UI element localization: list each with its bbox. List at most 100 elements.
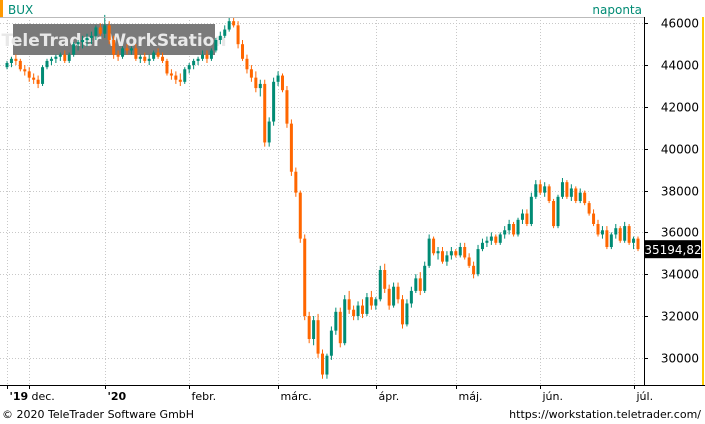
- candle-body: [67, 54, 71, 61]
- candle: [392, 282, 396, 308]
- candle-body: [289, 123, 293, 172]
- candle-body: [556, 196, 560, 227]
- candle-body: [63, 54, 67, 61]
- candle-body: [23, 69, 27, 72]
- last-price-box: 35194,82: [644, 240, 702, 259]
- candle: [507, 219, 511, 235]
- candle-body: [494, 236, 498, 243]
- candle: [445, 251, 449, 266]
- candle-body: [201, 54, 205, 59]
- interval-label[interactable]: naponta: [592, 3, 642, 17]
- candle-body: [241, 44, 245, 59]
- candle: [258, 79, 262, 97]
- candle: [512, 221, 516, 237]
- candle: [32, 73, 36, 84]
- x-tick-label: márc.: [281, 390, 312, 403]
- candle: [463, 242, 467, 260]
- y-tick-label: 42000: [661, 101, 699, 115]
- candle: [503, 226, 507, 239]
- candle: [458, 242, 462, 258]
- candle: [396, 282, 400, 304]
- candle-body: [632, 238, 636, 243]
- candle: [23, 65, 27, 76]
- source-url-link[interactable]: https://workstation.teletrader.com/: [509, 408, 701, 421]
- candle: [45, 58, 49, 70]
- candle: [58, 52, 62, 61]
- candle-body: [618, 228, 622, 241]
- candle: [578, 188, 582, 204]
- candle-body: [467, 257, 471, 266]
- y-tick-label: 30000: [661, 352, 699, 366]
- candle-body: [516, 219, 520, 235]
- candle: [14, 54, 18, 66]
- candle: [249, 65, 253, 82]
- candle-body: [347, 299, 351, 310]
- candle-body: [587, 203, 591, 214]
- candle: [334, 307, 338, 335]
- candle: [178, 73, 182, 86]
- candle: [245, 54, 249, 74]
- candle-body: [476, 249, 480, 275]
- candle-body: [254, 77, 258, 89]
- candle-body: [369, 297, 373, 306]
- candle: [374, 297, 378, 310]
- candle: [267, 117, 271, 147]
- candle: [369, 290, 373, 310]
- candle-body: [409, 290, 413, 304]
- candle: [289, 119, 293, 176]
- candle-body: [440, 251, 444, 262]
- candle-body: [227, 21, 231, 30]
- candle-body: [49, 58, 53, 61]
- candle-body: [583, 192, 587, 204]
- candle: [583, 190, 587, 206]
- candle: [414, 274, 418, 293]
- candle: [81, 35, 85, 49]
- candle-body: [520, 213, 524, 220]
- candle-body: [103, 25, 107, 34]
- candle-body: [565, 182, 569, 197]
- candle-body: [14, 58, 18, 61]
- candle-body: [552, 201, 556, 227]
- candle: [614, 224, 618, 239]
- candle: [609, 232, 613, 250]
- candle-body: [378, 270, 382, 300]
- x-tick-label: '19: [10, 390, 29, 403]
- candle: [67, 52, 71, 63]
- candle: [418, 272, 422, 296]
- candle-body: [538, 184, 542, 193]
- candle-body: [405, 303, 409, 325]
- candle-body: [396, 286, 400, 300]
- candle-body: [276, 75, 280, 82]
- candle: [129, 46, 133, 55]
- candle-body: [547, 186, 551, 201]
- candle-body: [112, 40, 116, 55]
- candle: [27, 67, 31, 82]
- candle: [72, 42, 76, 57]
- candle-body: [125, 48, 129, 51]
- candle-body: [334, 311, 338, 331]
- candle: [147, 54, 151, 66]
- candle: [201, 50, 205, 61]
- candle-body: [236, 25, 240, 45]
- candle-body: [249, 69, 253, 78]
- candle-body: [623, 226, 627, 241]
- candle-body: [89, 35, 93, 38]
- candle: [165, 58, 169, 76]
- candle-body: [41, 67, 45, 84]
- candle: [476, 244, 480, 277]
- candle: [54, 54, 58, 63]
- candle: [169, 69, 173, 80]
- y-axis-ticks: 46000 44000 42000 40000 38000 36000 34000 32000…: [644, 17, 699, 366]
- candle: [329, 326, 333, 360]
- candle: [36, 75, 40, 89]
- candle-body: [427, 238, 431, 266]
- candle: [352, 305, 356, 321]
- x-axis-ticks: '19 dec. '20 febr. márc. ápr. máj. jún. júl.: [7, 385, 653, 403]
- candle: [400, 295, 404, 329]
- candle: [618, 226, 622, 243]
- candle: [534, 180, 538, 199]
- candle: [121, 46, 125, 59]
- candle-body: [232, 21, 236, 26]
- candle: [134, 44, 138, 61]
- candle: [409, 286, 413, 308]
